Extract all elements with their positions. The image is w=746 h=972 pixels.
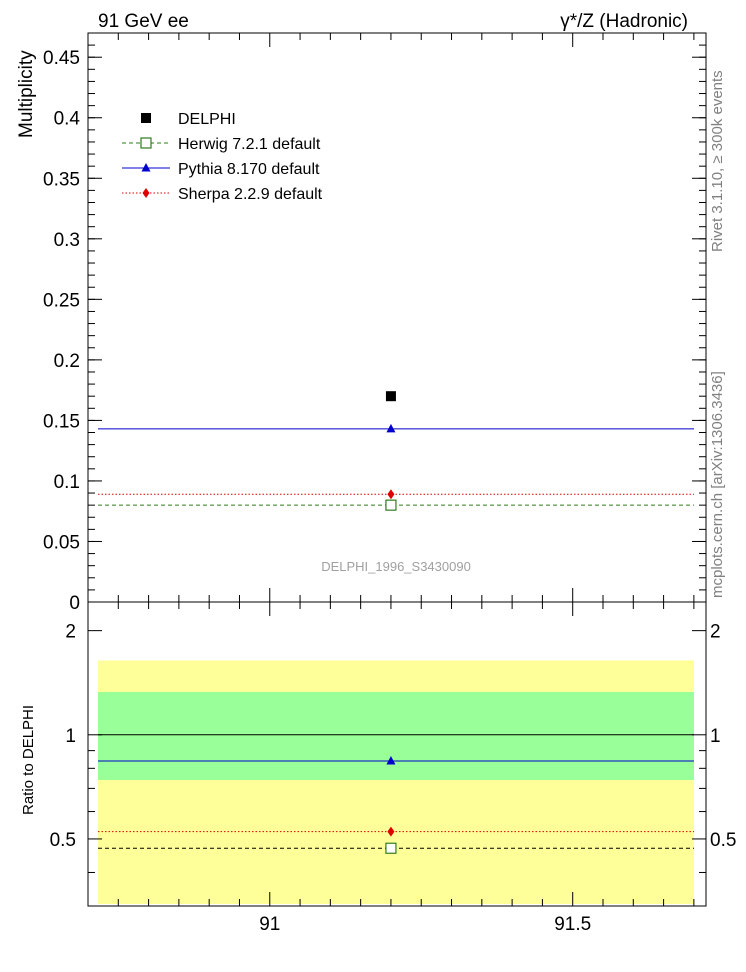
main-y-tick-label: 0.05	[43, 532, 80, 553]
legend-marker	[141, 113, 151, 123]
legend: DELPHI Herwig 7.2.1 default Pythia 8.170 d…	[122, 111, 323, 203]
main-y-tick-label: 0.4	[54, 109, 81, 130]
ratio-data-point	[387, 826, 395, 837]
rivet-version-label: Rivet 3.1.10, ≥ 300k events	[709, 70, 726, 252]
ratio-y-tick-label: 1	[65, 726, 76, 747]
ratio-y-tick-label: 2	[65, 622, 76, 643]
main-y-tick-label: 0.15	[43, 411, 80, 432]
main-series-layer	[98, 391, 694, 511]
main-data-point	[386, 423, 396, 433]
main-y-tick-label: 0.35	[43, 169, 80, 190]
main-y-tick-label: 0.3	[54, 230, 80, 251]
ratio-axis-ticks: 0.5 0.5 1 1 2 2 91 91.5	[50, 602, 736, 935]
header-right-label: γ*/Z (Hadronic)	[560, 11, 688, 32]
ratio-data-point	[385, 842, 397, 854]
ratio-series-layer	[98, 734, 694, 854]
mcplots-credit-label: mcplots.cern.ch [arXiv:1306.3436]	[709, 371, 726, 598]
main-y-tick-label: 0.1	[54, 472, 80, 493]
main-y-tick-label: 0.45	[43, 48, 80, 69]
ratio-panel-frame	[87, 601, 707, 907]
main-y-tick-label: 0	[69, 593, 80, 614]
legend-marker	[140, 137, 152, 149]
ratio-y-tick-label-right: 1	[710, 726, 721, 747]
legend-marker	[142, 188, 150, 198]
ratio-data-point	[386, 755, 396, 765]
main-data-point	[385, 499, 397, 511]
x-tick-label: 91.5	[554, 914, 591, 935]
main-axis-ticks: 0 0.05 0.1 0.15 0.2 0.25 0.3 0.35 0.4 0.45	[43, 32, 706, 614]
x-tick-label: 91	[259, 914, 280, 935]
legend-label: Pythia 8.170 default	[178, 161, 320, 178]
main-data-point	[387, 489, 395, 500]
analysis-id-watermark: DELPHI_1996_S3430090	[321, 559, 471, 574]
ratio-y-axis-title: Ratio to DELPHI	[20, 705, 37, 815]
main-y-tick-label: 0.25	[43, 290, 80, 311]
main-y-tick-label: 0.2	[54, 351, 80, 372]
ratio-band-inner	[98, 691, 694, 781]
legend-marker	[141, 163, 151, 172]
main-data-point	[385, 391, 396, 402]
legend-label: DELPHI	[178, 111, 236, 128]
main-y-axis-title: Multiplicity	[16, 50, 37, 138]
legend-label: Herwig 7.2.1 default	[178, 136, 321, 153]
legend-label: Sherpa 2.2.9 default	[178, 186, 323, 203]
header-left-label: 91 GeV ee	[98, 11, 189, 32]
ratio-y-tick-label-right: 0.5	[710, 830, 736, 851]
ratio-y-tick-label-right: 2	[710, 622, 721, 643]
ratio-y-tick-label: 0.5	[50, 830, 76, 851]
